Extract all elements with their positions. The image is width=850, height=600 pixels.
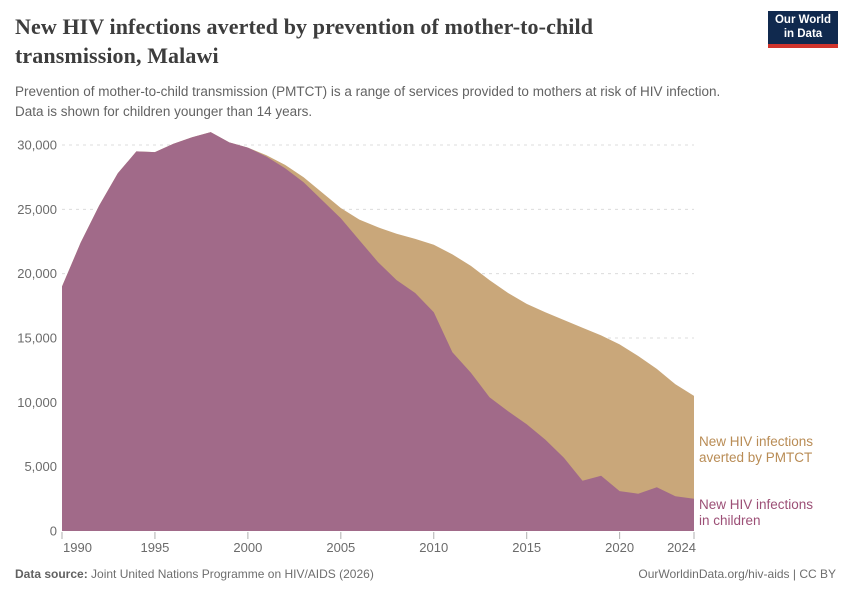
stacked-area-chart[interactable]: 0 5,000 10,000 15,000 20,000 25,000 30,000 1990… [0, 0, 850, 560]
data-source-note: Data source: Joint United Nations Progra… [15, 567, 374, 581]
owid-logo-line1: Our World [774, 14, 831, 26]
series-label-infections-in-children: New HIV infections in children [699, 497, 814, 528]
page-title: New HIV infections averted by prevention… [15, 14, 594, 68]
svg-text:2005: 2005 [326, 540, 355, 555]
svg-text:1995: 1995 [140, 540, 169, 555]
svg-text:2020: 2020 [605, 540, 634, 555]
data-source-text: Joint United Nations Programme on HIV/AI… [87, 567, 374, 581]
area-infections-in-children[interactable] [62, 132, 694, 531]
svg-text:2024: 2024 [667, 540, 696, 555]
svg-text:10,000: 10,000 [17, 395, 57, 410]
svg-text:2015: 2015 [512, 540, 541, 555]
svg-text:30,000: 30,000 [17, 138, 57, 153]
y-axis-labels: 0 5,000 10,000 15,000 20,000 25,000 30,000 [17, 138, 57, 539]
chart-subtitle: Prevention of mother-to-child transmissi… [15, 84, 721, 119]
series-label-averted-by-pmtct: New HIV infections averted by PMTCT [699, 434, 814, 465]
svg-text:1990: 1990 [63, 540, 92, 555]
data-source-label: Data source: [15, 567, 88, 581]
attribution-link[interactable]: OurWorldinData.org/hiv-aids | CC BY [638, 567, 836, 581]
svg-text:2010: 2010 [419, 540, 448, 555]
svg-text:20,000: 20,000 [17, 266, 57, 281]
owid-logo-line2: in Data [783, 27, 823, 40]
chart-footer: Data source: Joint United Nations Progra… [15, 567, 836, 581]
svg-text:15,000: 15,000 [17, 331, 57, 346]
owid-logo[interactable]: Our World in Data [768, 11, 838, 48]
x-axis: 1990 1995 2000 2005 2010 2015 2020 2024 [61, 532, 696, 555]
svg-text:5,000: 5,000 [24, 459, 57, 474]
svg-text:0: 0 [50, 524, 57, 539]
svg-text:25,000: 25,000 [17, 202, 57, 217]
svg-text:2000: 2000 [233, 540, 262, 555]
